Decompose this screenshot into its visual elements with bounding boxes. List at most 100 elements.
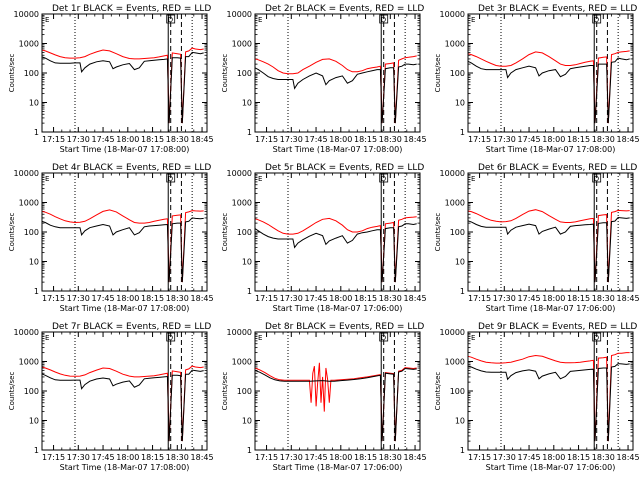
lld-series-line	[254, 55, 417, 124]
panel-det-8: Det 8r BLACK = Events, RED = LLD 1 10 100 10…	[221, 322, 427, 472]
panel-det-3: Det 3r BLACK = Events, RED = LLD 1 10 100 10…	[434, 4, 640, 154]
x-tick-label: 18:45	[617, 453, 640, 462]
y-tick-label: 100	[237, 228, 252, 237]
plot-frame	[467, 331, 634, 451]
flag-box-d	[166, 332, 176, 342]
panel-title: Det 3r BLACK = Events, RED = LLD	[478, 4, 637, 14]
y-tick-label: 1	[460, 128, 465, 137]
panel-det-6: Det 6r BLACK = Events, RED = LLD 1 10 100 10…	[434, 163, 640, 313]
x-tick-label: 18:30	[379, 453, 402, 462]
y-axis-label: Counts/sec	[8, 54, 16, 93]
panel-det-1: Det 1r BLACK = Events, RED = LLD 1 10 100 10…	[8, 4, 214, 154]
flag-label-d: D	[381, 175, 386, 183]
x-tick-label: 17:30	[493, 294, 516, 303]
y-tick-label: 100	[24, 69, 39, 78]
flag-box-d	[592, 173, 602, 183]
y-axis-label: Counts/sec	[434, 372, 442, 411]
x-tick-label: 17:30	[67, 294, 90, 303]
x-tick-label: 18:00	[542, 453, 565, 462]
x-tick-label: 17:15	[255, 453, 278, 462]
y-tick-label: 1000	[232, 40, 252, 49]
flag-box-d	[166, 173, 176, 183]
y-tick-label: 1000	[445, 199, 465, 208]
flag-box-d	[166, 14, 176, 24]
events-series-line	[254, 63, 417, 124]
y-tick-label: 10000	[440, 328, 465, 337]
panel-title: Det 6r BLACK = Events, RED = LLD	[478, 163, 637, 173]
events-series-line	[467, 363, 630, 442]
events-series-line	[41, 51, 204, 124]
y-tick-label: 10000	[227, 169, 252, 178]
x-tick-label: 17:15	[255, 294, 278, 303]
x-tick-label: 18:00	[329, 453, 352, 462]
x-tick-label: 18:15	[354, 294, 377, 303]
x-tick-label: 18:00	[116, 135, 139, 144]
x-tick-label: 18:30	[592, 453, 615, 462]
flag-label-d: D	[381, 16, 386, 24]
panel-title: Det 7r BLACK = Events, RED = LLD	[52, 322, 211, 332]
y-tick-label: 100	[450, 228, 465, 237]
x-axis-label: Start Time (18-Mar-07 17:08:00)	[60, 463, 190, 472]
x-tick-label: 18:00	[116, 453, 139, 462]
y-tick-label: 1000	[19, 199, 39, 208]
flag-label-e: E	[258, 334, 262, 342]
y-tick-label: 1000	[445, 40, 465, 49]
y-axis-label: Counts/sec	[221, 54, 229, 93]
lld-series-line	[467, 209, 630, 283]
y-tick-label: 1	[460, 446, 465, 455]
x-axis-label: Start Time (18-Mar-07 17:08:00)	[60, 304, 190, 313]
x-tick-label: 17:30	[280, 135, 303, 144]
y-tick-label: 1	[34, 287, 39, 296]
x-tick-label: 17:15	[42, 294, 65, 303]
y-tick-label: 1000	[19, 358, 39, 367]
x-tick-label: 18:15	[354, 135, 377, 144]
y-tick-label: 10000	[440, 169, 465, 178]
events-series-line	[41, 217, 204, 283]
x-axis-label: Start Time (18-Mar-07 17:06:00)	[486, 304, 616, 313]
y-tick-label: 1000	[232, 358, 252, 367]
x-axis-label: Start Time (18-Mar-07 17:06:00)	[486, 463, 616, 472]
flag-label-e: E	[258, 16, 262, 24]
x-tick-label: 18:45	[617, 135, 640, 144]
y-tick-label: 1	[34, 446, 39, 455]
x-tick-label: 18:45	[191, 135, 214, 144]
y-axis-label: Counts/sec	[221, 372, 229, 411]
plot-frame	[254, 13, 421, 133]
y-tick-label: 10	[455, 417, 465, 426]
x-tick-label: 18:45	[191, 294, 214, 303]
plot-frame	[254, 331, 421, 451]
x-tick-label: 17:30	[280, 453, 303, 462]
x-tick-label: 18:15	[567, 135, 590, 144]
y-tick-label: 10	[242, 417, 252, 426]
y-tick-label: 1	[460, 287, 465, 296]
x-axis-label: Start Time (18-Mar-07 17:08:00)	[60, 145, 190, 154]
panel-title: Det 8r BLACK = Events, RED = LLD	[265, 322, 424, 332]
flag-box-d	[592, 14, 602, 24]
flag-label-e: E	[471, 175, 475, 183]
x-tick-label: 18:45	[404, 294, 427, 303]
flag-label-e: E	[45, 175, 49, 183]
lld-series-line	[467, 352, 630, 442]
plot-frame	[41, 331, 208, 451]
y-tick-label: 10	[242, 99, 252, 108]
y-axis-label: Counts/sec	[221, 213, 229, 252]
lld-series-line	[467, 50, 630, 124]
x-tick-label: 17:45	[305, 135, 328, 144]
x-tick-label: 18:00	[116, 294, 139, 303]
flag-label-e: E	[45, 16, 49, 24]
x-tick-label: 17:15	[42, 135, 65, 144]
y-tick-label: 1	[247, 446, 252, 455]
y-tick-label: 10	[29, 417, 39, 426]
x-tick-label: 17:30	[280, 294, 303, 303]
x-tick-label: 18:45	[191, 453, 214, 462]
y-tick-label: 10000	[14, 328, 39, 337]
y-tick-label: 1	[247, 128, 252, 137]
y-tick-label: 10	[455, 99, 465, 108]
panel-det-2: Det 2r BLACK = Events, RED = LLD 1 10 100 10…	[221, 4, 427, 154]
x-axis-label: Start Time (18-Mar-07 17:06:00)	[273, 463, 403, 472]
flag-label-e: E	[471, 334, 475, 342]
y-tick-label: 100	[450, 387, 465, 396]
lld-series-line	[254, 362, 417, 442]
panel-det-7: Det 7r BLACK = Events, RED = LLD 1 10 100 10…	[8, 322, 214, 472]
